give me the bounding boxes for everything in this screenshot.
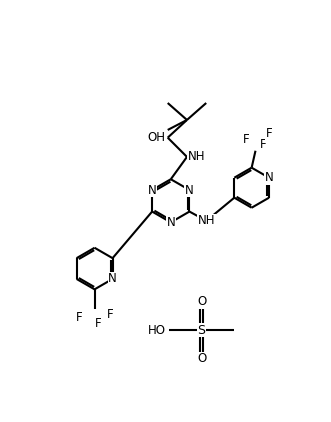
Text: O: O <box>197 295 206 308</box>
Text: NH: NH <box>188 150 205 163</box>
Text: N: N <box>264 171 273 184</box>
Text: S: S <box>198 324 206 337</box>
Text: N: N <box>108 273 117 285</box>
Text: HO: HO <box>147 324 166 337</box>
Text: N: N <box>166 216 175 229</box>
Text: N: N <box>185 184 194 197</box>
Text: F: F <box>107 308 113 321</box>
Text: OH: OH <box>147 132 166 144</box>
Text: F: F <box>266 127 273 140</box>
Text: F: F <box>243 133 250 146</box>
Text: F: F <box>260 138 266 151</box>
Text: NH: NH <box>198 214 215 227</box>
Text: F: F <box>95 317 102 330</box>
Text: N: N <box>148 184 157 197</box>
Text: F: F <box>76 311 82 325</box>
Text: O: O <box>197 352 206 365</box>
